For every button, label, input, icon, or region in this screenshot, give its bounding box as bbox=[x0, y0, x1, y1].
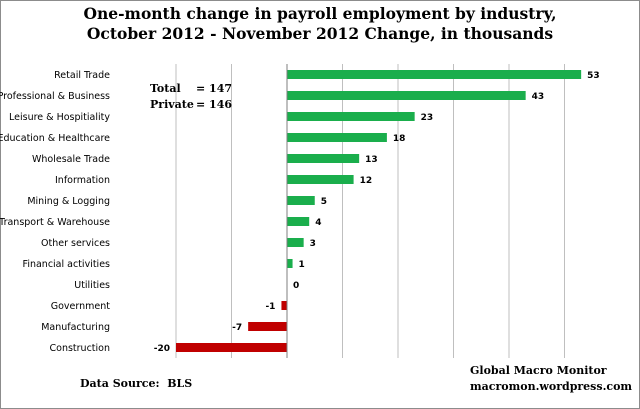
total-label: Total bbox=[150, 82, 181, 95]
bar bbox=[287, 91, 526, 100]
data-label: 12 bbox=[360, 176, 373, 186]
data-label: 5 bbox=[321, 197, 327, 207]
data-source: Data Source: BLS bbox=[80, 377, 193, 390]
category-label: Retail Trade bbox=[54, 70, 110, 81]
chart-title: One-month change in payroll employment b… bbox=[0, 4, 640, 44]
data-label: -20 bbox=[154, 344, 170, 354]
data-label: 13 bbox=[365, 155, 378, 165]
category-label: Mining & Logging bbox=[27, 196, 110, 207]
category-label: Utilities bbox=[74, 280, 110, 291]
category-label: Construction bbox=[50, 343, 111, 354]
title-line-2: October 2012 - November 2012 Change, in … bbox=[86, 24, 554, 43]
category-label: Professional & Business bbox=[0, 91, 110, 102]
category-label: Manufacturing bbox=[41, 322, 110, 333]
data-label: 0 bbox=[293, 281, 299, 291]
bar bbox=[287, 175, 354, 184]
data-label: 4 bbox=[315, 218, 321, 228]
bar bbox=[287, 238, 304, 247]
category-label: Government bbox=[51, 301, 111, 312]
bar bbox=[287, 217, 310, 226]
bar bbox=[287, 196, 315, 205]
data-label: 53 bbox=[587, 71, 600, 81]
category-label: Information bbox=[55, 175, 110, 186]
category-label: Transport & Warehouse bbox=[0, 217, 110, 228]
bar bbox=[176, 343, 287, 352]
credit-name: Global Macro Monitor bbox=[470, 364, 607, 377]
bar bbox=[287, 70, 582, 79]
data-label: 1 bbox=[299, 260, 305, 270]
data-label: -7 bbox=[232, 323, 242, 333]
category-label: Education & Healthcare bbox=[0, 133, 110, 144]
data-label: -1 bbox=[265, 302, 275, 312]
category-label: Other services bbox=[41, 238, 110, 249]
bar bbox=[248, 322, 287, 331]
category-label: Wholesale Trade bbox=[32, 154, 110, 165]
bar bbox=[287, 259, 293, 268]
title-line-1: One-month change in payroll employment b… bbox=[83, 4, 557, 23]
data-label: 43 bbox=[532, 92, 545, 102]
data-label: 18 bbox=[393, 134, 406, 144]
data-label: 3 bbox=[310, 239, 316, 249]
private-value: = 146 bbox=[196, 98, 233, 111]
private-label: Private bbox=[150, 98, 194, 111]
bar bbox=[281, 301, 287, 310]
bar bbox=[287, 112, 415, 121]
bar bbox=[287, 133, 387, 142]
bar bbox=[287, 154, 360, 163]
total-value: = 147 bbox=[196, 82, 233, 95]
data-label: 23 bbox=[421, 113, 434, 123]
credit-site: macromon.wordpress.com bbox=[470, 380, 633, 393]
category-label: Financial activities bbox=[23, 259, 110, 270]
category-label: Leisure & Hospitiality bbox=[9, 112, 110, 123]
